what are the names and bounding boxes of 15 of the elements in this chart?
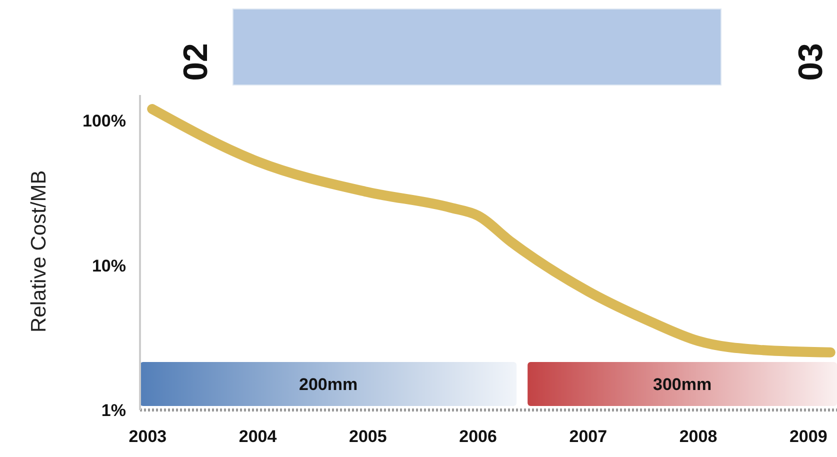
- y-tick-label: 1%: [101, 401, 126, 420]
- band-label: 200mm: [298, 375, 358, 394]
- x-tick-label: 2008: [679, 427, 718, 446]
- x-tick-label: 2006: [459, 427, 497, 446]
- text: 03: [792, 43, 830, 81]
- y-tick-label: 10%: [92, 256, 126, 276]
- text: 02: [177, 43, 215, 81]
- y-tick-label: 100%: [82, 112, 126, 131]
- x-tick-label: 2007: [569, 427, 608, 446]
- x-tick-label: 2004: [238, 427, 278, 446]
- x-tick-label: 2003: [128, 427, 167, 446]
- y-axis-title: Relative Cost/MB: [27, 170, 50, 332]
- band-label: 300mm: [652, 375, 712, 394]
- x-tick-label: 2009: [789, 427, 828, 446]
- x-tick-label: 2005: [349, 427, 387, 446]
